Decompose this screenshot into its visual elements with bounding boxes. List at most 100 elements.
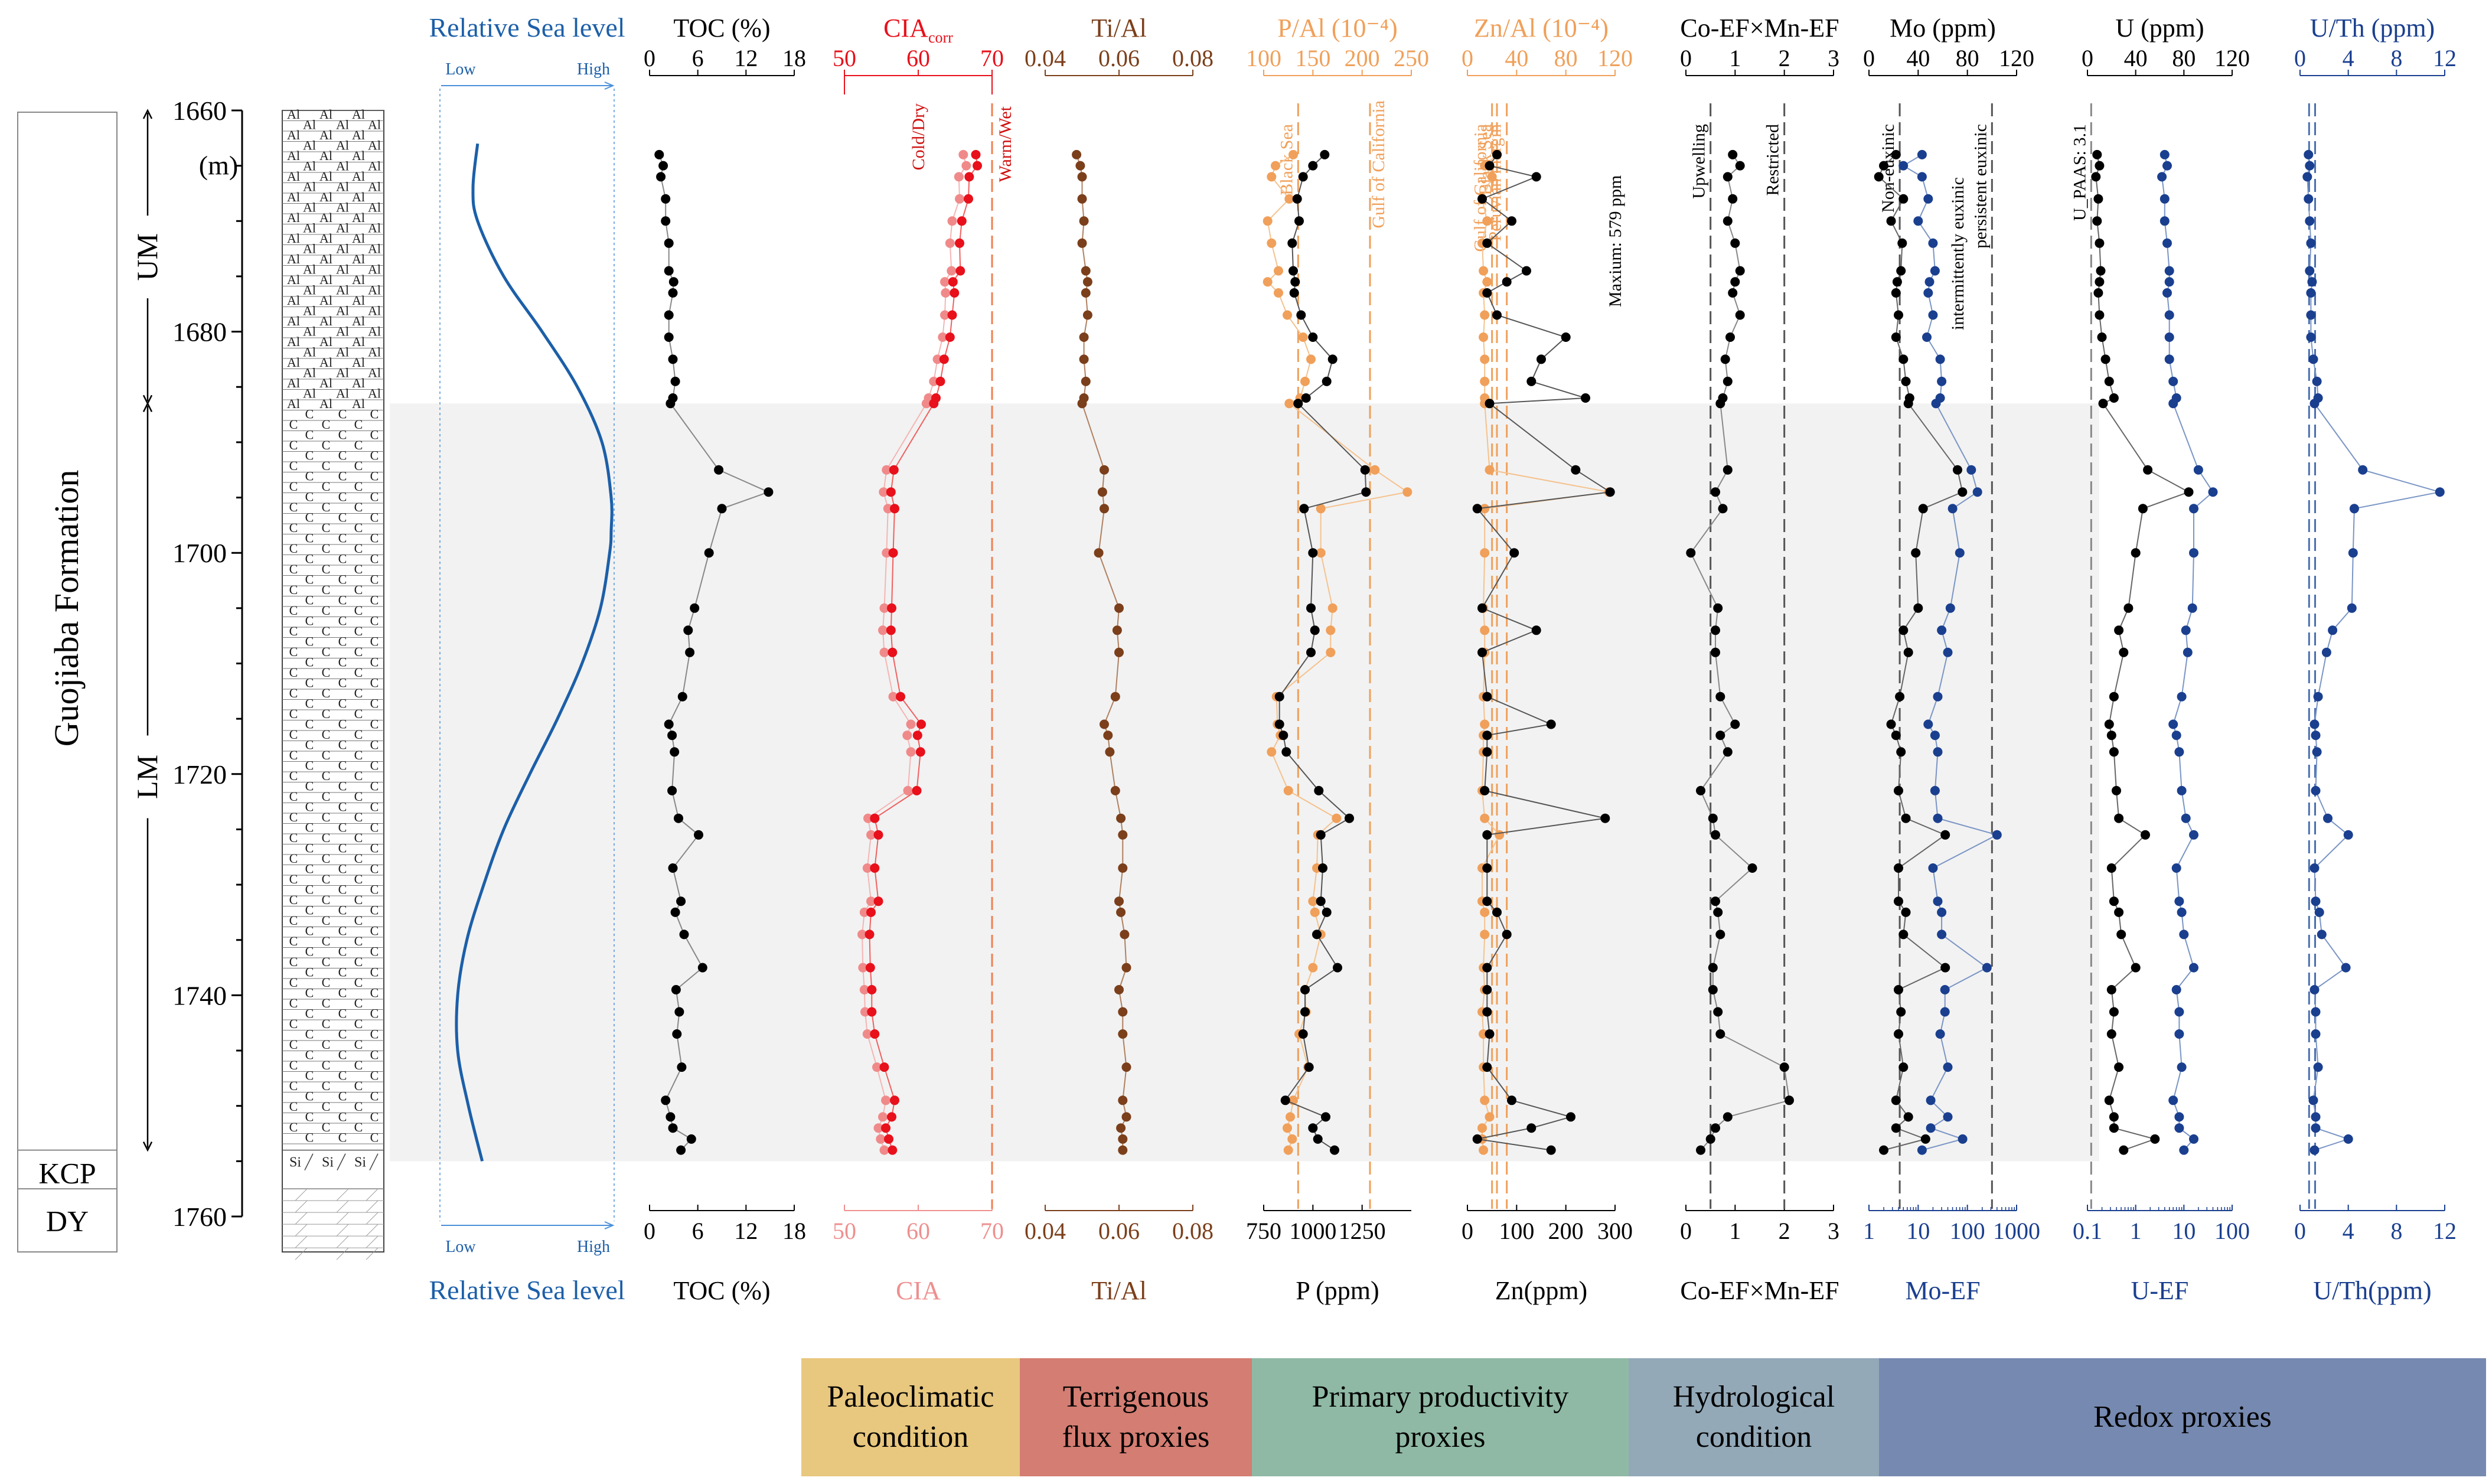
data-point — [958, 149, 968, 159]
lithology-symbol: C — [322, 1058, 331, 1072]
lithology-symbol: C — [338, 655, 347, 670]
data-point — [658, 161, 668, 171]
data-point — [671, 985, 681, 994]
data-point — [872, 1062, 882, 1072]
data-point — [2162, 238, 2172, 248]
lithology-symbol: C — [305, 655, 314, 670]
lithology-symbol: C — [370, 593, 379, 608]
lithology-symbol: Al — [303, 345, 316, 360]
data-point — [2157, 172, 2167, 182]
lithology-symbol: C — [322, 665, 331, 680]
data-point — [1953, 465, 1962, 475]
data-point — [1482, 288, 1492, 298]
data-point — [1686, 548, 1696, 558]
category-label: condition — [853, 1420, 968, 1454]
bottom-tick-label: 18 — [782, 1218, 806, 1244]
lithology-symbol: C — [289, 851, 298, 866]
lithology-symbol: C — [354, 582, 363, 597]
panel-bottom-title: Co-EF×Mn-EF — [1680, 1276, 1839, 1305]
reference-line-label: U_PAAS: 3.1 — [2070, 124, 2089, 221]
data-point — [1894, 785, 1903, 795]
lithology-symbol: C — [370, 634, 379, 649]
lithology-symbol: C — [289, 458, 298, 473]
bottom-tick-label: 1 — [2130, 1218, 2142, 1244]
category-box — [1629, 1358, 1879, 1476]
data-point — [1723, 376, 1733, 386]
lithology-symbol: C — [289, 1058, 298, 1072]
data-point — [887, 603, 896, 613]
data-point — [1482, 830, 1492, 840]
top-tick-label: 0 — [2082, 45, 2093, 71]
data-point — [1894, 1029, 1903, 1039]
data-point — [1940, 985, 1950, 994]
bottom-tick-label: 200 — [1548, 1218, 1584, 1244]
data-point — [1874, 172, 1884, 182]
lithology-symbol: C — [289, 1078, 298, 1093]
data-point — [2311, 896, 2321, 906]
lithology-symbol: C — [354, 872, 363, 886]
data-point — [912, 785, 922, 795]
lithology-slash — [304, 1153, 314, 1170]
lithology-slash — [336, 1200, 349, 1213]
data-point — [1283, 1123, 1292, 1133]
data-point — [1274, 266, 1283, 276]
data-point — [878, 625, 888, 635]
data-point — [1118, 1095, 1128, 1105]
data-point — [672, 1029, 682, 1039]
data-point — [2304, 194, 2314, 204]
data-point — [1482, 730, 1492, 741]
lithology-symbol: Al — [319, 314, 332, 328]
lithology-symbol: C — [289, 644, 298, 659]
data-point — [2095, 277, 2105, 287]
data-point — [1735, 266, 1745, 276]
data-point — [664, 266, 674, 276]
lithology-symbol: C — [338, 531, 347, 546]
data-point — [2114, 907, 2124, 917]
lithology-symbol: C — [305, 1130, 314, 1145]
data-point — [879, 603, 889, 613]
bottom-tick-label: 1250 — [1339, 1218, 1386, 1244]
data-point — [1081, 266, 1091, 276]
lithology-symbol: Al — [303, 386, 316, 401]
lithology-symbol: C — [338, 1110, 347, 1124]
data-point — [1715, 399, 1725, 409]
data-point — [857, 929, 867, 940]
data-point — [2106, 863, 2116, 873]
data-point — [1923, 288, 1933, 298]
data-point — [1482, 1007, 1492, 1017]
lithology-symbol: C — [338, 841, 347, 856]
bottom-tick-label: 8 — [2390, 1218, 2402, 1244]
data-point — [2179, 1145, 2189, 1155]
data-point — [1310, 907, 1320, 917]
data-point — [955, 194, 964, 204]
data-point — [1480, 1095, 1490, 1105]
panel-bottom-title: TOC (%) — [673, 1276, 770, 1305]
lithology-symbol: Al — [336, 138, 349, 153]
data-point — [1472, 504, 1482, 514]
lithology-symbol: Al — [352, 252, 365, 266]
data-point — [1903, 399, 1913, 409]
data-point — [2348, 548, 2358, 558]
lithology-symbol: C — [289, 748, 298, 762]
lithology-symbol: Al — [368, 283, 381, 298]
data-point — [1120, 929, 1130, 940]
data-point — [2095, 161, 2105, 171]
data-point — [664, 332, 674, 342]
data-point — [1271, 161, 1280, 171]
data-point — [1926, 1095, 1936, 1105]
reference-line-label: Warm/Wet — [996, 106, 1015, 182]
data-point — [903, 785, 913, 795]
data-point — [1316, 830, 1326, 840]
category-label: flux proxies — [1062, 1420, 1210, 1454]
lithology-symbol: Al — [287, 128, 300, 142]
lithology-slash — [336, 1247, 349, 1260]
lithology-symbol: C — [354, 706, 363, 721]
lithology-symbol: C — [370, 1048, 379, 1062]
lithology-slash — [295, 1247, 308, 1260]
data-point — [866, 830, 876, 840]
data-point — [1730, 277, 1740, 287]
top-tick-label: 60 — [906, 45, 930, 71]
data-point — [2171, 730, 2181, 741]
lithology-symbol: C — [370, 882, 379, 897]
lithology-symbol: C — [305, 407, 314, 422]
